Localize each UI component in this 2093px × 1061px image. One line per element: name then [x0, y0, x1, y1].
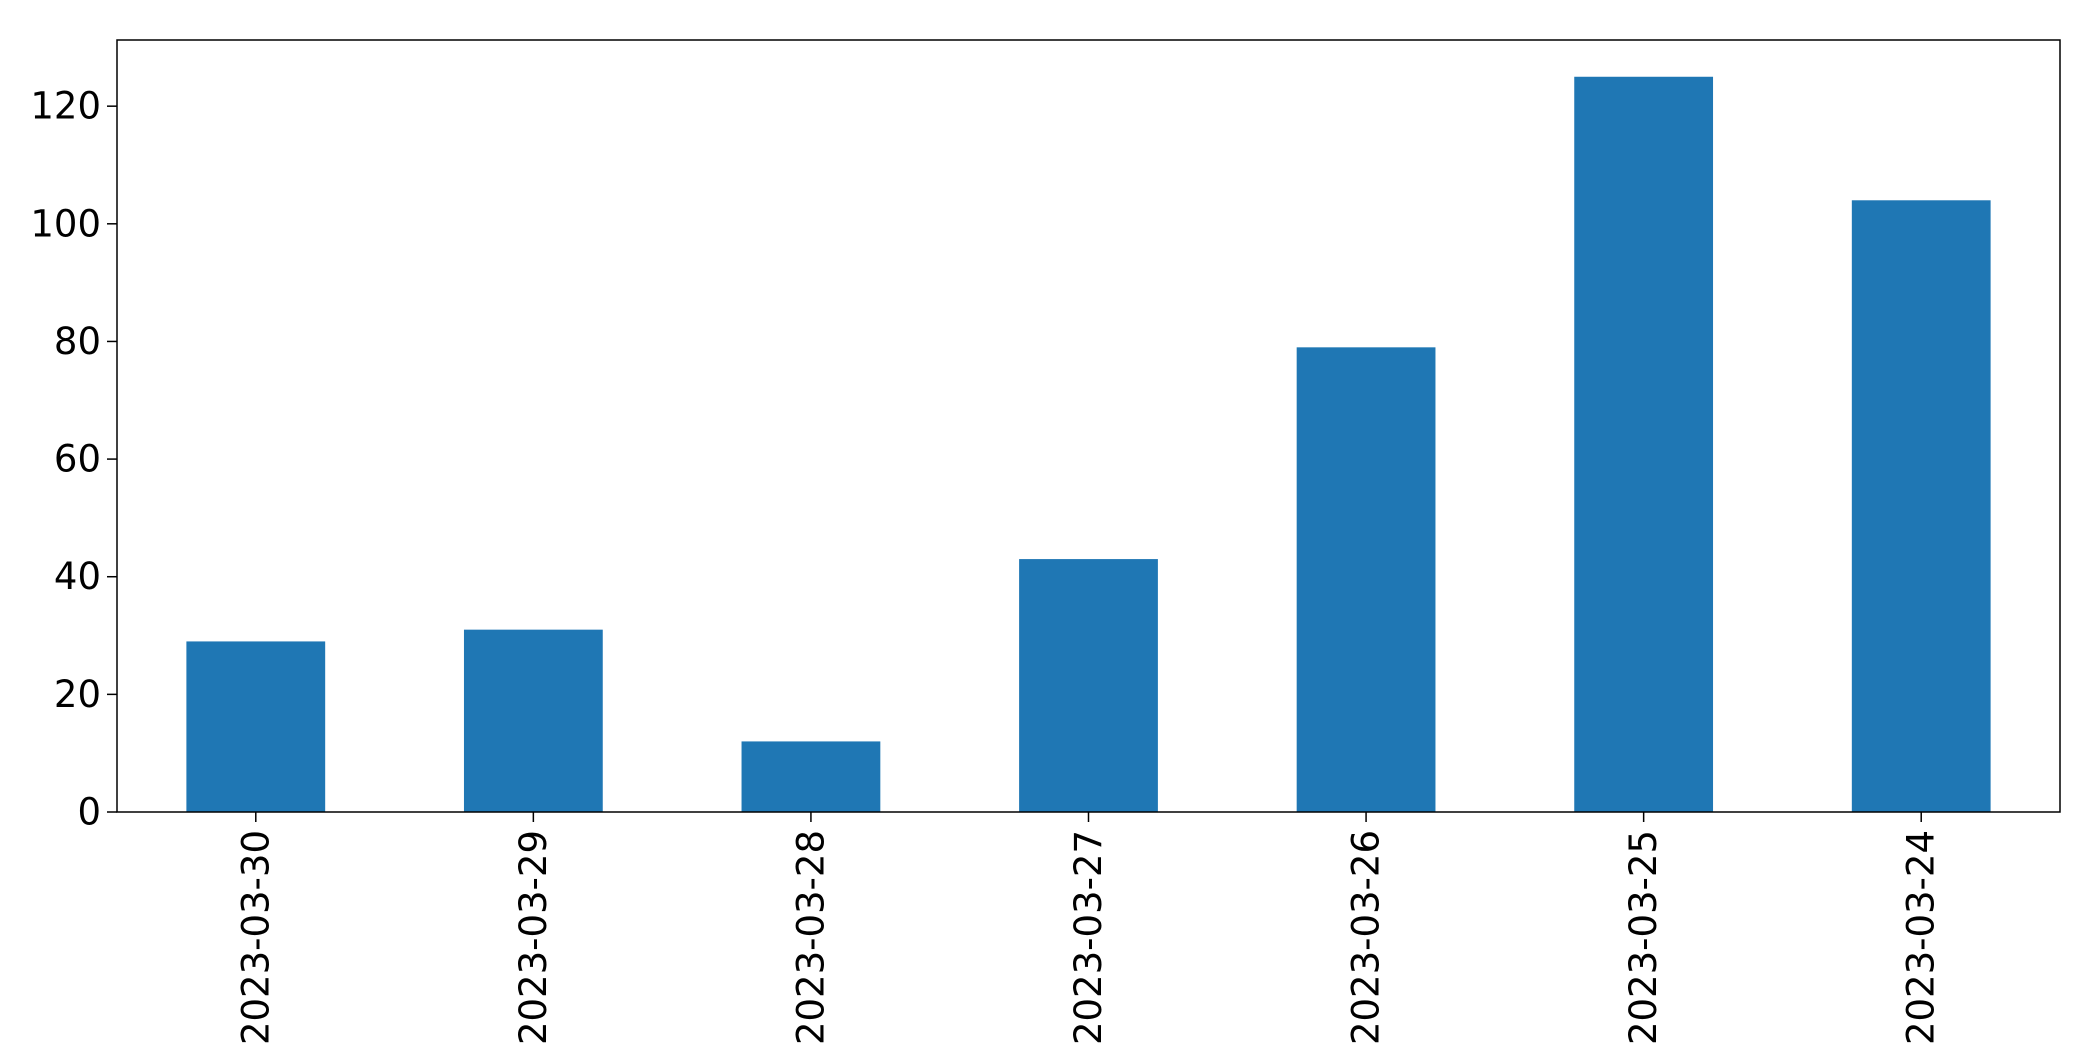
y-tick-label: 80: [54, 320, 101, 363]
y-tick-label: 0: [77, 791, 101, 834]
bar-2023-03-24: [1851, 200, 1991, 812]
x-tick-label: 2023-03-29: [512, 830, 555, 1045]
bars-group: [186, 76, 1991, 812]
plot-frame: [116, 39, 2061, 813]
y-tick-label: 40: [54, 555, 101, 598]
x-tick-label: 2023-03-26: [1345, 830, 1388, 1045]
y-axis: 0 20 40 60 80 100 120: [30, 85, 117, 834]
x-tick-label: 2023-03-28: [789, 830, 832, 1045]
y-tick-label: 60: [54, 438, 101, 481]
x-tick-label: 2023-03-25: [1622, 830, 1665, 1045]
y-tick-label: 120: [30, 85, 101, 128]
x-tick-label: 2023-03-27: [1067, 830, 1110, 1045]
y-tick-label: 100: [30, 202, 101, 245]
bar-2023-03-30: [186, 641, 326, 812]
bar-2023-03-26: [1296, 347, 1436, 812]
x-axis: 2023-03-30 2023-03-29 2023-03-28 2023-03-27…: [234, 812, 1943, 1045]
bar-2023-03-28: [741, 741, 881, 812]
x-tick-label: 2023-03-30: [234, 830, 277, 1045]
y-tick-label: 20: [54, 673, 101, 716]
bar-2023-03-27: [1019, 559, 1158, 812]
bar-2023-03-25: [1574, 76, 1714, 812]
bar-2023-03-29: [463, 629, 603, 812]
x-tick-label: 2023-03-24: [1900, 830, 1943, 1045]
